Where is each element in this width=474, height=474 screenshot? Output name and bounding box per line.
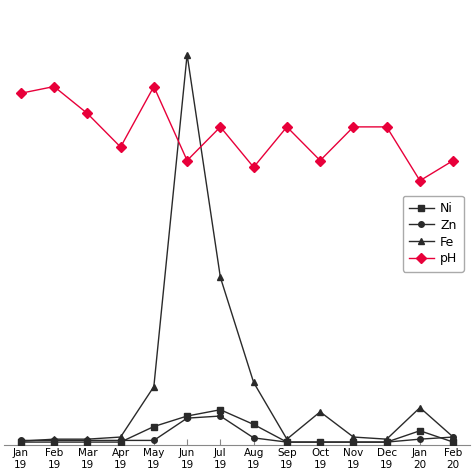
Legend: Ni, Zn, Fe, pH: Ni, Zn, Fe, pH — [402, 196, 464, 272]
